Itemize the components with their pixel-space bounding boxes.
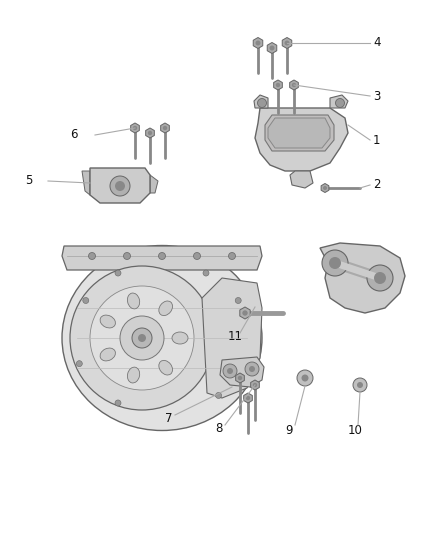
Polygon shape xyxy=(267,43,277,53)
Circle shape xyxy=(90,286,194,390)
Polygon shape xyxy=(255,108,348,171)
Polygon shape xyxy=(251,380,259,390)
Circle shape xyxy=(229,253,236,260)
Polygon shape xyxy=(265,115,334,151)
Circle shape xyxy=(374,272,386,284)
Circle shape xyxy=(215,392,222,399)
Text: 2: 2 xyxy=(373,179,381,191)
Circle shape xyxy=(249,366,255,372)
Circle shape xyxy=(138,334,146,342)
Text: 7: 7 xyxy=(165,413,173,425)
Polygon shape xyxy=(321,183,329,192)
Circle shape xyxy=(253,383,257,387)
Circle shape xyxy=(203,270,209,276)
Circle shape xyxy=(238,376,242,380)
Ellipse shape xyxy=(100,348,116,361)
Circle shape xyxy=(357,382,363,388)
Polygon shape xyxy=(202,278,262,398)
Polygon shape xyxy=(330,95,348,108)
Polygon shape xyxy=(282,37,292,49)
Ellipse shape xyxy=(127,367,140,383)
Text: 5: 5 xyxy=(25,174,32,188)
Circle shape xyxy=(285,41,290,45)
Circle shape xyxy=(301,375,308,382)
Circle shape xyxy=(353,378,367,392)
Circle shape xyxy=(269,45,275,51)
Polygon shape xyxy=(161,123,170,133)
Text: 3: 3 xyxy=(373,90,380,102)
Circle shape xyxy=(110,176,130,196)
Text: 6: 6 xyxy=(70,128,78,141)
Circle shape xyxy=(70,266,214,410)
Ellipse shape xyxy=(127,293,140,309)
Circle shape xyxy=(258,99,266,108)
Polygon shape xyxy=(90,168,150,203)
Polygon shape xyxy=(150,175,158,193)
Text: 9: 9 xyxy=(285,424,293,437)
Circle shape xyxy=(242,310,248,316)
Circle shape xyxy=(292,83,296,87)
Polygon shape xyxy=(274,80,283,90)
Circle shape xyxy=(255,41,261,45)
Circle shape xyxy=(159,253,166,260)
Circle shape xyxy=(235,297,241,303)
Circle shape xyxy=(115,270,121,276)
Ellipse shape xyxy=(159,301,173,316)
Polygon shape xyxy=(236,373,244,383)
Circle shape xyxy=(223,364,237,378)
Circle shape xyxy=(120,316,164,360)
Circle shape xyxy=(367,265,393,291)
Polygon shape xyxy=(268,118,330,148)
Circle shape xyxy=(245,362,259,376)
Ellipse shape xyxy=(159,360,173,375)
Circle shape xyxy=(276,83,280,87)
Polygon shape xyxy=(290,171,313,188)
Polygon shape xyxy=(62,246,262,270)
Circle shape xyxy=(83,297,89,303)
Text: 8: 8 xyxy=(215,422,223,434)
Polygon shape xyxy=(131,123,139,133)
Circle shape xyxy=(88,253,95,260)
Polygon shape xyxy=(254,95,268,108)
Circle shape xyxy=(336,99,345,108)
Polygon shape xyxy=(244,393,252,403)
Polygon shape xyxy=(146,128,154,138)
Circle shape xyxy=(115,400,121,406)
Polygon shape xyxy=(240,307,250,319)
Circle shape xyxy=(163,126,167,130)
Circle shape xyxy=(76,361,82,367)
Circle shape xyxy=(322,250,348,276)
Circle shape xyxy=(194,253,201,260)
Ellipse shape xyxy=(62,246,262,431)
Circle shape xyxy=(148,131,152,135)
Circle shape xyxy=(132,328,152,348)
Ellipse shape xyxy=(172,332,188,344)
Ellipse shape xyxy=(100,315,116,328)
Polygon shape xyxy=(82,171,90,195)
Polygon shape xyxy=(253,37,263,49)
Circle shape xyxy=(115,181,125,191)
Text: 4: 4 xyxy=(373,36,381,50)
Polygon shape xyxy=(290,80,298,90)
Text: 10: 10 xyxy=(348,424,363,437)
Circle shape xyxy=(227,368,233,374)
Circle shape xyxy=(133,126,137,130)
Circle shape xyxy=(124,253,131,260)
Circle shape xyxy=(329,257,341,269)
Circle shape xyxy=(323,186,327,190)
Polygon shape xyxy=(220,357,264,387)
Text: 1: 1 xyxy=(373,133,381,147)
Text: 11: 11 xyxy=(228,329,243,343)
Circle shape xyxy=(246,395,250,400)
Circle shape xyxy=(297,370,313,386)
Polygon shape xyxy=(320,243,405,313)
